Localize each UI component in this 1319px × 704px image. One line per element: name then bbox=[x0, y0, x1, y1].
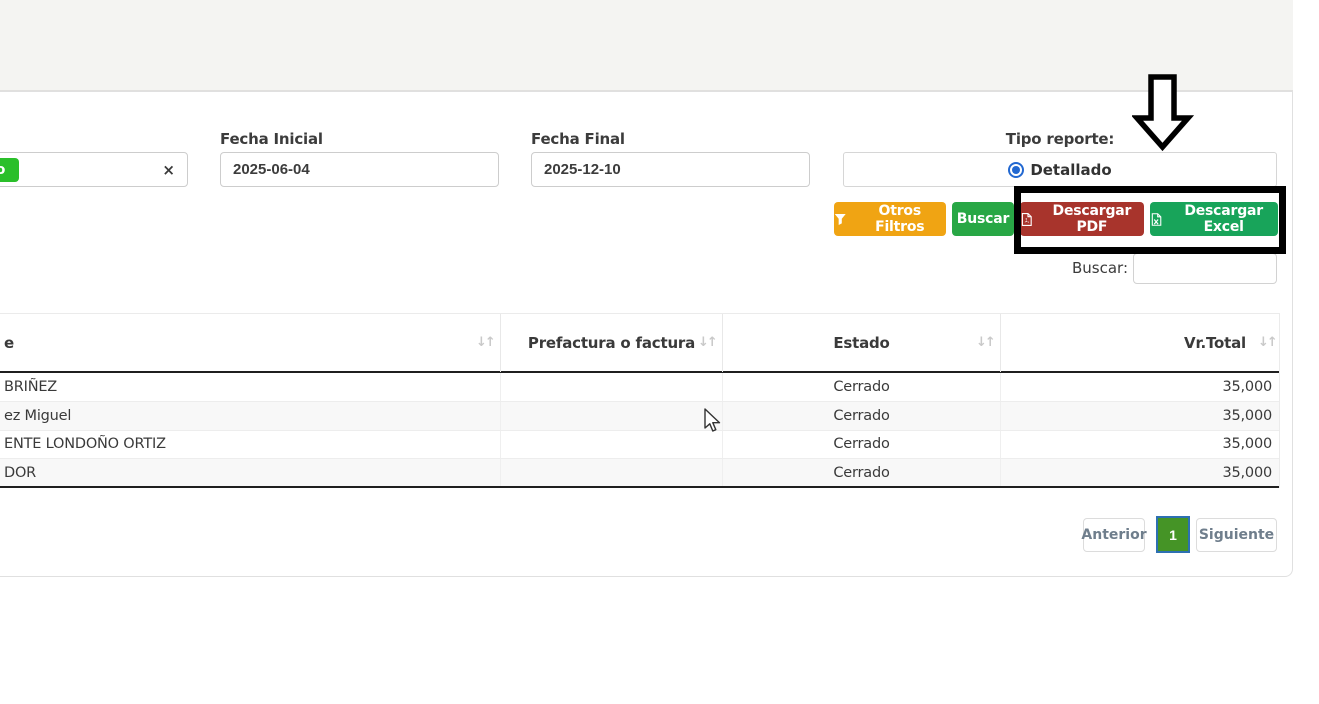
cell-prefactura bbox=[500, 401, 722, 430]
descargar-pdf-label: Descargar PDF bbox=[1052, 203, 1132, 235]
pdf-file-icon bbox=[1021, 212, 1032, 226]
table-search-label: Buscar: bbox=[1071, 259, 1128, 277]
descargar-excel-button[interactable]: Descargar Excel bbox=[1150, 202, 1278, 236]
clear-selection-icon[interactable]: × bbox=[162, 161, 175, 179]
cell-estado: Cerrado bbox=[722, 373, 1000, 401]
funnel-icon bbox=[834, 213, 846, 225]
cell-nombre: ez Miguel bbox=[4, 407, 72, 424]
table-row[interactable]: DOR Cerrado 35,000 bbox=[0, 459, 1279, 488]
sort-icon[interactable]: ↓↑ bbox=[976, 335, 996, 350]
cell-nombre: ENTE LONDOÑO ORTIZ bbox=[4, 436, 166, 453]
cell-prefactura bbox=[500, 373, 722, 401]
excel-file-icon bbox=[1151, 212, 1162, 226]
pagination-next-label: Siguiente bbox=[1198, 527, 1275, 543]
tipo-reporte-group: Detallado bbox=[843, 152, 1277, 187]
sort-icon[interactable]: ↓↑ bbox=[1258, 335, 1278, 350]
cell-estado: Cerrado bbox=[722, 401, 1000, 430]
pagination-current-page-label: 1 bbox=[1169, 526, 1177, 543]
descargar-excel-label: Descargar Excel bbox=[1184, 203, 1263, 235]
column-header-estado[interactable]: Estado bbox=[722, 314, 1000, 372]
column-header-prefactura[interactable]: Prefactura o factura bbox=[500, 314, 722, 372]
cell-vrtotal: 35,000 bbox=[1000, 373, 1280, 401]
otros-filtros-label: Otros Filtros bbox=[875, 203, 925, 235]
column-header-prefactura-label: Prefactura o factura bbox=[527, 334, 696, 352]
table-row[interactable]: ez Miguel Cerrado 35,000 bbox=[0, 401, 1280, 431]
column-header-vrtotal-label: Vr.Total bbox=[1184, 334, 1246, 352]
sort-icon[interactable]: ↓↑ bbox=[698, 335, 718, 350]
cell-vrtotal: 35,000 bbox=[1000, 430, 1280, 459]
selected-filter-tag: lo bbox=[0, 158, 19, 182]
table-row[interactable]: ENTE LONDOÑO ORTIZ Cerrado 35,000 bbox=[0, 430, 1280, 460]
otros-filtros-button[interactable]: Otros Filtros bbox=[834, 202, 946, 236]
pagination-previous-label: Anterior bbox=[1081, 527, 1147, 543]
sort-icon[interactable]: ↓↑ bbox=[476, 335, 496, 350]
column-header-nombre[interactable]: e bbox=[0, 314, 500, 372]
radio-dot bbox=[1012, 165, 1021, 174]
fecha-inicial-label: Fecha Inicial bbox=[220, 130, 323, 148]
top-gray-band bbox=[0, 0, 1293, 91]
cell-estado: Cerrado bbox=[722, 459, 1000, 486]
buscar-button[interactable]: Buscar bbox=[952, 202, 1014, 236]
results-table: e Prefactura o factura Estado Vr.Total ↓… bbox=[0, 313, 1280, 488]
table-row[interactable]: BRIÑEZ Cerrado 35,000 bbox=[0, 373, 1279, 402]
cell-vrtotal: 35,000 bbox=[1000, 459, 1280, 486]
column-header-estado-label: Estado bbox=[833, 334, 890, 352]
table-header-row: e Prefactura o factura Estado Vr.Total ↓… bbox=[0, 313, 1279, 373]
column-header-nombre-label: e bbox=[4, 334, 14, 352]
column-header-vrtotal[interactable]: Vr.Total bbox=[1000, 314, 1280, 372]
table-search-input[interactable] bbox=[1133, 253, 1277, 284]
pagination-previous-button[interactable]: Anterior bbox=[1081, 518, 1147, 552]
filter-select-box[interactable]: lo × bbox=[0, 152, 188, 187]
cell-prefactura bbox=[500, 459, 722, 486]
cell-prefactura bbox=[500, 430, 722, 459]
pagination-current-page[interactable]: 1 bbox=[1156, 516, 1190, 553]
tipo-reporte-label: Tipo reporte: bbox=[1005, 130, 1115, 148]
detallado-radio-label[interactable]: Detallado bbox=[1030, 160, 1112, 179]
pagination-next-button[interactable]: Siguiente bbox=[1196, 518, 1277, 552]
fecha-inicial-input[interactable] bbox=[220, 152, 499, 187]
buscar-label: Buscar bbox=[956, 211, 1010, 227]
cell-nombre: BRIÑEZ bbox=[4, 378, 58, 395]
fecha-final-label: Fecha Final bbox=[531, 130, 625, 148]
detallado-radio[interactable] bbox=[1008, 161, 1025, 178]
cell-vrtotal: 35,000 bbox=[1000, 401, 1280, 430]
fecha-final-input[interactable] bbox=[531, 152, 810, 187]
cell-estado: Cerrado bbox=[722, 430, 1000, 459]
cell-nombre: DOR bbox=[4, 464, 37, 481]
descargar-pdf-button[interactable]: Descargar PDF bbox=[1020, 202, 1144, 236]
